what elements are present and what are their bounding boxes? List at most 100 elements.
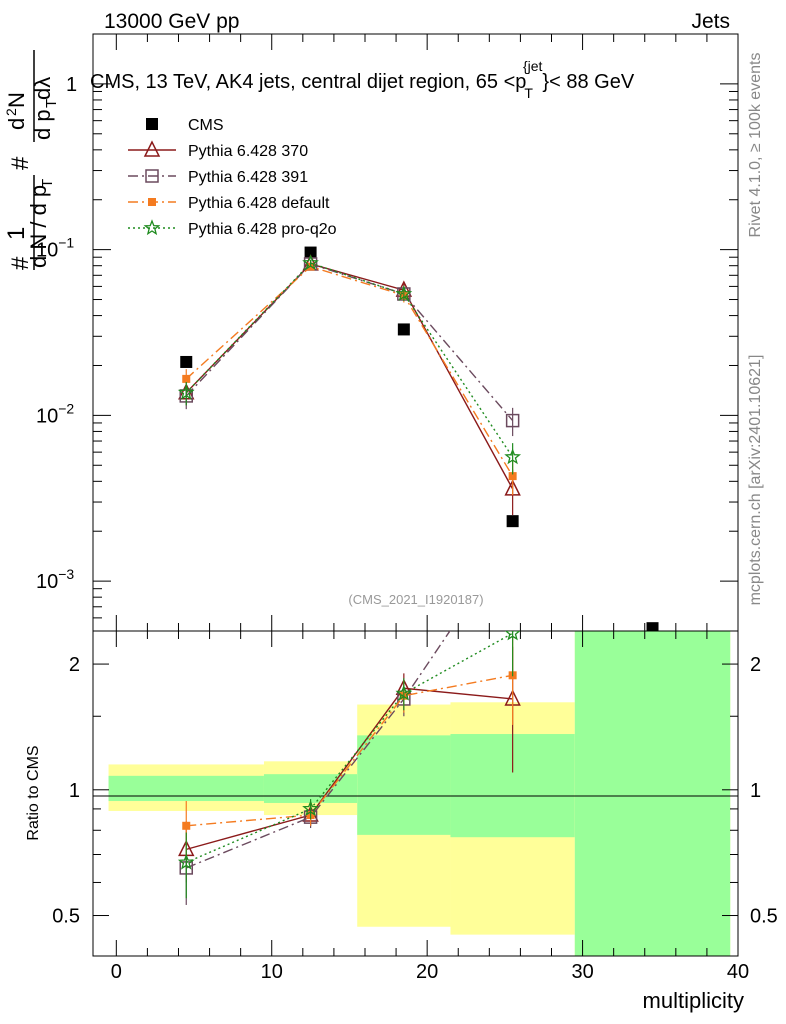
- legend-entry-pq2o: Pythia 6.428 pro-q2o: [128, 219, 337, 238]
- category-label: Jets: [691, 10, 730, 33]
- x-tick-label: 40: [727, 961, 749, 983]
- x-axis-label: multiplicity: [643, 988, 744, 1013]
- data-point: [395, 285, 413, 302]
- ratio-y-tick-label-right: 1: [750, 780, 761, 802]
- data-point: [504, 448, 522, 465]
- y-label-num2-sup: 2: [3, 108, 19, 116]
- data-point: [177, 853, 195, 870]
- series-line: [185, 263, 514, 422]
- ratio-bands: [108, 631, 731, 956]
- series-pdefault: [182, 262, 517, 496]
- tick-exponent: −3: [58, 566, 74, 582]
- y-label-hash2: #: [7, 156, 34, 170]
- ratio-line: [186, 674, 513, 827]
- legend: CMS Pythia 6.428 370 Pythia 6.428 391 Pythi…: [128, 117, 337, 238]
- cms-data-point: [304, 246, 317, 259]
- x-tick-label: 30: [571, 961, 593, 983]
- tick-base: 10: [36, 240, 58, 262]
- uncertainty-band-inner: [574, 631, 731, 956]
- data-point: [505, 413, 520, 428]
- legend-entry-cms: CMS: [146, 117, 224, 134]
- title-main: CMS, 13 TeV, AK4 jets, central dijet reg…: [90, 71, 526, 93]
- legend-entry-p370: Pythia 6.428 370: [128, 140, 308, 160]
- data-point: [182, 821, 191, 830]
- data-point: [148, 198, 156, 206]
- energy-label: 13000 GeV pp: [104, 10, 239, 33]
- data-point: [507, 532, 519, 544]
- uncertainty-band-inner: [108, 775, 264, 802]
- legend-label: CMS: [188, 117, 224, 134]
- data-point: [508, 472, 517, 481]
- upper-y-tick-label: 10−3: [36, 566, 74, 593]
- y-label-den2-end: dλ: [30, 77, 55, 100]
- data-point: [145, 169, 159, 183]
- ratio-y-tick-label-right: 2: [750, 654, 761, 676]
- series-p370: [178, 254, 521, 516]
- upper-panel: 10−310−210−11 CMS, 13 TeV, AK4 jets, cen…: [36, 33, 739, 635]
- ratio-y-tick-label: 1: [69, 780, 80, 802]
- legend-label: Pythia 6.428 pro-q2o: [188, 221, 337, 238]
- ratio-y-axis-label: Ratio to CMS: [25, 745, 42, 840]
- y-label-den1: d N / d p: [26, 185, 51, 268]
- rivet-version-label: Rivet 4.1.0, ≥ 100k events: [747, 53, 764, 238]
- title-end: }< 88 GeV: [542, 71, 634, 93]
- mcplots-source-label: mcplots.cern.ch [arXiv:2401.10621]: [747, 355, 764, 606]
- ratio-y-tick-label: 0.5: [52, 906, 80, 928]
- legend-label: Pythia 6.428 391: [188, 169, 308, 186]
- upper-y-tick-label: 10−1: [36, 235, 74, 262]
- cms-data-point: [146, 118, 158, 130]
- x-tick-label: 10: [261, 961, 283, 983]
- ratio-frame: [92, 630, 739, 957]
- x-tick-label: 20: [416, 961, 438, 983]
- series-line: [185, 262, 514, 458]
- series-line: [185, 263, 514, 490]
- plot-title: CMS, 13 TeV, AK4 jets, central dijet reg…: [90, 58, 635, 101]
- legend-label: Pythia 6.428 default: [188, 195, 330, 212]
- legend-entry-p391: Pythia 6.428 391: [128, 169, 308, 186]
- upper-y-tick-label: 10−2: [36, 400, 74, 427]
- y-label-num1: 1: [3, 227, 30, 240]
- data-point: [143, 219, 161, 236]
- ratio-series: [177, 532, 521, 905]
- y-label-hash: #: [7, 256, 34, 270]
- legend-label: Pythia 6.428 370: [188, 143, 308, 160]
- ratio-y-tick-label-right: 0.5: [750, 906, 778, 928]
- upper-y-tick-label: 1: [66, 74, 77, 96]
- data-point: [143, 140, 161, 157]
- data-point: [395, 684, 413, 701]
- series-pq2o: [177, 254, 522, 475]
- ratio-y-tick-label: 2: [69, 654, 80, 676]
- data-point: [302, 800, 319, 817]
- ratio-line: [185, 631, 451, 869]
- title-sup: {jet: [523, 58, 543, 74]
- cms-data-point: [506, 515, 519, 528]
- series-line: [185, 265, 514, 477]
- y-label-den2-sub: T: [43, 99, 60, 108]
- legend-entry-pdefault: Pythia 6.428 default: [128, 195, 330, 212]
- ratio-line: [185, 632, 513, 864]
- series-cms: [180, 246, 659, 635]
- y-label-num2-end: N: [4, 92, 29, 108]
- data-point: [302, 254, 319, 271]
- ratio-ticks: 0.5 0.51 12 20 10 20 30 40: [52, 631, 778, 983]
- uncertainty-band-inner: [357, 735, 451, 835]
- title-sub: T: [524, 85, 533, 101]
- ratio-series-pq2o: [177, 631, 521, 899]
- ratio-line: [186, 687, 513, 851]
- tick-base: 1: [66, 74, 77, 96]
- tick-base: 10: [36, 571, 58, 593]
- tick-exponent: −1: [58, 235, 74, 251]
- y-label-num2: d: [4, 118, 29, 130]
- ratio-panel: 0.5 0.51 12 20 10 20 30 40: [52, 532, 778, 983]
- tick-base: 10: [36, 405, 58, 427]
- tick-exponent: −2: [58, 400, 74, 416]
- x-tick-label: 0: [111, 961, 122, 983]
- upper-series: [177, 246, 659, 635]
- data-point: [182, 374, 191, 383]
- uncertainty-band-inner: [263, 774, 358, 803]
- data-point: [177, 383, 195, 400]
- cms-data-point: [180, 355, 193, 368]
- y-label-den1-sub: T: [39, 179, 56, 188]
- data-point: [504, 631, 521, 641]
